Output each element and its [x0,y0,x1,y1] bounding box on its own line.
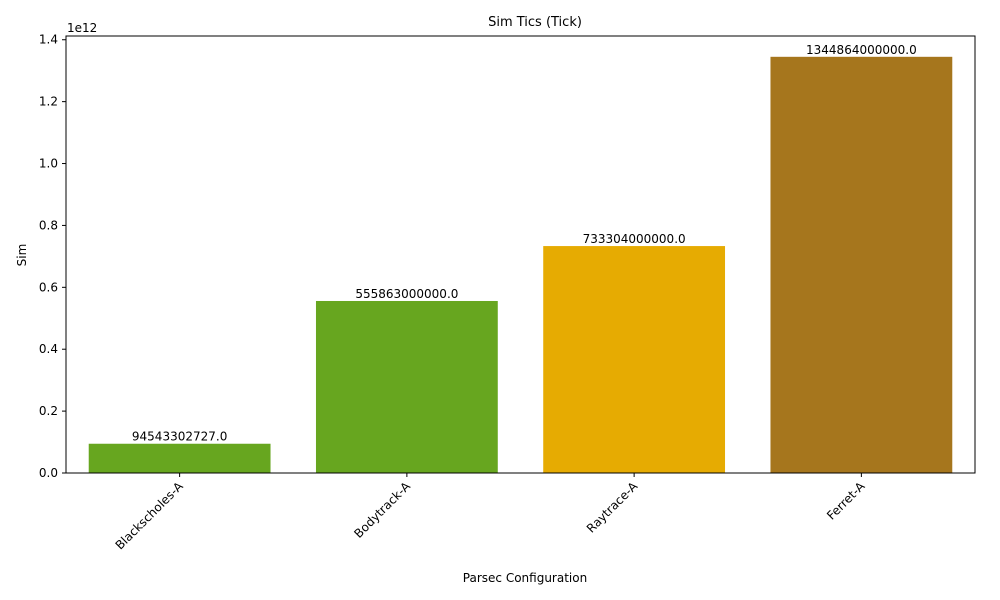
data-label-3: 1344864000000.0 [806,43,917,57]
x-tick-label-3: Ferret-A [824,479,868,523]
y-tick-label-7: 1.4 [39,33,58,47]
bar-1 [315,300,498,473]
y-axis-label: Sim [15,244,29,267]
x-axis-ticks: Blackscholes-A Bodytrack-A Raytrace-A Ferre… [113,473,868,553]
bar-3 [770,56,953,474]
x-tick-label-1: Bodytrack-A [351,479,413,541]
bar-2 [543,246,726,473]
y-axis-ticks: 0.0 0.2 0.4 0.6 0.8 1.0 1.2 1.4 [39,33,66,480]
bars-group [88,56,953,474]
data-label-2: 733304000000.0 [583,232,686,246]
chart-title: Sim Tics (Tick) [488,15,582,30]
bar-0 [88,443,271,473]
y-tick-label-0: 0.0 [39,466,58,480]
plot-area-frame [65,35,976,474]
y-tick-label-2: 0.4 [39,342,58,356]
x-tick-label-0: Blackscholes-A [113,479,187,553]
y-axis-offset-label: 1e12 [67,21,97,35]
x-tick-label-2: Raytrace-A [584,479,641,536]
y-tick-label-3: 0.6 [39,280,58,294]
data-label-0: 94543302727.0 [132,430,227,444]
y-tick-label-6: 1.2 [39,95,58,109]
data-labels-group: 94543302727.0 555863000000.0 733304000000.… [132,43,917,444]
y-tick-label-4: 0.8 [39,218,58,232]
y-tick-label-5: 1.0 [39,157,58,171]
y-tick-label-1: 0.2 [39,404,58,418]
x-axis-label: Parsec Configuration [463,571,587,585]
data-label-1: 555863000000.0 [355,287,458,301]
